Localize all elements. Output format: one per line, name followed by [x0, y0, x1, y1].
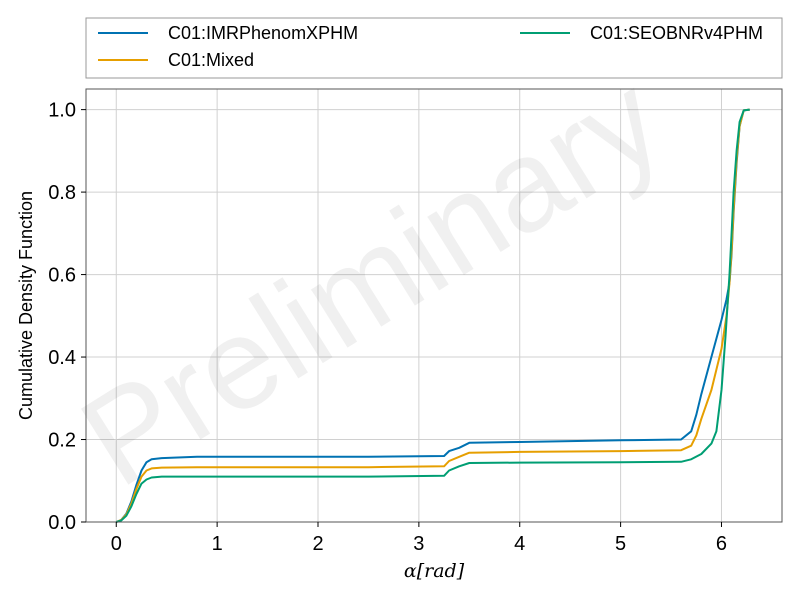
grid-lines	[86, 89, 782, 523]
legend-label-1: C01:Mixed	[168, 50, 254, 70]
y-tick-label-1: 0.2	[48, 430, 76, 452]
x-tick-label-0: 0	[111, 533, 122, 555]
x-tick-label-1: 1	[212, 533, 223, 555]
y-axis-label: Cumulative Density Function	[16, 191, 36, 420]
x-tick-label-4: 4	[514, 533, 525, 555]
y-tick-label-5: 1.0	[48, 100, 76, 122]
series-line-2	[115, 108, 750, 523]
x-tick-label-2: 2	[312, 533, 323, 555]
legend-label-0: C01:IMRPhenomXPHM	[168, 23, 358, 43]
series-layer	[115, 108, 750, 523]
legend-items: C01:IMRPhenomXPHM C01:Mixed C01:SEOBNRv4PH…	[98, 23, 763, 70]
y-tick-label-3: 0.6	[48, 265, 76, 287]
legend-box	[85, 17, 783, 79]
watermark-text: Preliminary	[57, 46, 686, 514]
x-tick-label-3: 3	[413, 533, 424, 555]
legend: C01:IMRPhenomXPHM C01:Mixed C01:SEOBNRv4PH…	[85, 17, 783, 79]
y-tick-label-2: 0.4	[48, 347, 76, 369]
plot-frame	[85, 88, 783, 523]
x-tick-label-5: 5	[615, 533, 626, 555]
x-tick-label-6: 6	[716, 533, 727, 555]
axis-ticks: 0 1 2 3 4 5 6 0.0 0.2 0.4 0.6 0.8 1.0	[48, 100, 727, 555]
legend-label-2: C01:SEOBNRv4PHM	[590, 23, 763, 43]
y-tick-label-0: 0.0	[48, 512, 76, 534]
y-tick-label-4: 0.8	[48, 182, 76, 204]
x-axis-label: α[rad]	[404, 560, 465, 582]
